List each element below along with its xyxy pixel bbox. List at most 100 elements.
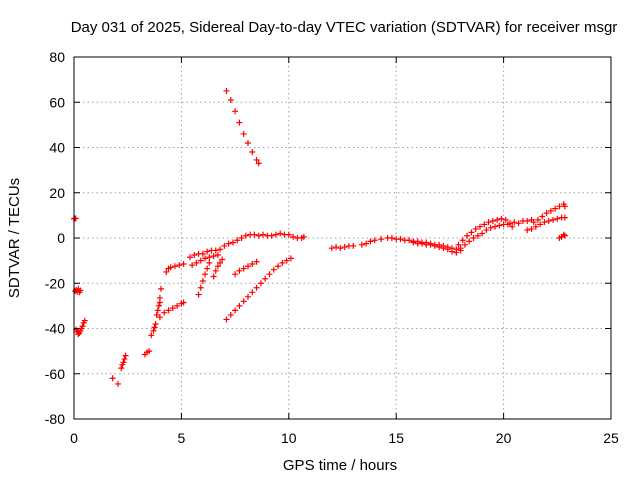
data-point [253,156,260,163]
data-point [358,241,365,248]
data-point [476,223,483,230]
x-tick-label: 15 [388,430,404,446]
data-point [561,203,568,210]
data-point [492,223,499,230]
data-point [489,218,496,225]
plot-frame [73,56,612,420]
data-point [221,242,228,249]
data-point [151,324,158,331]
data-point [217,246,224,253]
data-point [459,237,466,244]
data-point [152,320,159,327]
data-point [225,240,232,247]
data-point [418,240,425,247]
data-point [157,285,164,292]
x-tick-label: 20 [496,430,512,446]
data-point [232,307,239,314]
data-point [154,307,161,314]
data-point [165,307,172,314]
chart-title: Day 031 of 2025, Sidereal Day-to-day VTE… [71,19,618,36]
data-point [270,266,277,273]
data-point [161,309,168,316]
data-point [204,265,211,272]
data-point [328,245,335,252]
data-point [378,236,385,243]
data-point [167,264,174,271]
data-point [199,277,206,284]
data-point [206,259,213,266]
data-point [556,203,563,210]
data-point [153,311,160,318]
data-point [534,216,541,223]
data-point [472,225,479,232]
data-point [244,139,251,146]
grid-lines [74,57,611,419]
data-point [249,289,256,296]
data-point [530,219,537,226]
data-point [253,258,260,265]
data-point [227,311,234,318]
data-point [163,268,170,275]
data-point [240,130,247,137]
data-point [457,245,464,252]
data-point [234,237,241,244]
x-axis-label: GPS time / hours [283,457,397,474]
data-point [287,255,294,262]
x-tick-labels: 0 5 10 15 20 25 [70,430,619,446]
data-point [350,242,357,249]
data-point [532,223,539,230]
data-point [197,284,204,291]
data-points [71,87,568,387]
data-point [502,216,509,223]
data-point [202,255,209,262]
data-point [240,298,247,305]
data-point [171,263,178,270]
data-point [212,247,219,254]
data-point [202,271,209,278]
data-point [148,332,155,339]
data-point [444,246,451,253]
y-tick-labels: 80 60 40 20 0 -20 -40 -60 -80 [45,49,65,427]
y-tick-label: -80 [45,411,65,427]
data-point [156,294,163,301]
data-point [223,316,230,323]
data-point [210,253,217,260]
data-point [121,356,128,363]
data-point [285,231,292,238]
data-point [466,238,473,245]
x-tick-label: 10 [281,430,297,446]
data-point [174,302,181,309]
data-point [186,254,193,261]
data-point [79,323,86,330]
data-point [560,231,567,238]
data-point [498,215,505,222]
data-point [115,380,122,387]
data-point [189,262,196,269]
data-point [260,231,267,238]
data-point [77,287,84,294]
data-point [219,256,226,263]
data-point [427,241,434,248]
data-point [524,218,531,225]
data-point [290,233,297,240]
data-point [109,375,116,382]
data-point [150,327,157,334]
data-point [236,302,243,309]
data-point [337,245,344,252]
data-point [191,251,198,258]
data-point [453,249,460,256]
data-point [75,331,82,338]
data-point [545,218,552,225]
data-point [81,317,88,324]
data-point [272,231,279,238]
data-point [431,242,438,249]
data-point [552,205,559,212]
data-point [236,119,243,126]
data-point [440,245,447,252]
data-point [277,230,284,237]
y-tick-label: 0 [57,230,65,246]
data-point [214,263,221,270]
data-point [515,220,522,227]
data-point [169,305,176,312]
